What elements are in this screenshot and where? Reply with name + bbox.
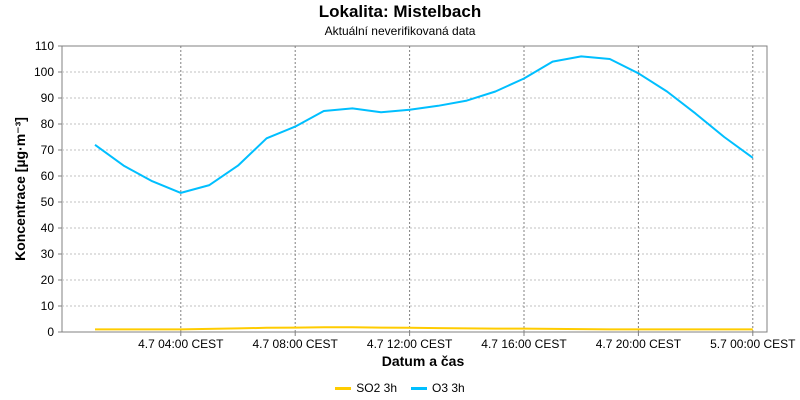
chart-subtitle: Aktuální neverifikovaná data xyxy=(324,24,476,38)
y-axis-label: Koncentrace [µg·m⁻³] xyxy=(12,117,28,261)
y-tick-label: 50 xyxy=(41,195,55,209)
series-line-o3-3h xyxy=(94,55,754,194)
y-axis-ticks: 0 10 20 30 40 50 60 70 80 90 100 110 xyxy=(34,39,62,339)
legend-item-so2[interactable]: SO2 3h xyxy=(335,381,397,395)
x-tick-label: 4.7 16:00 CEST xyxy=(481,337,567,351)
plot-area xyxy=(61,45,768,333)
y-tick-label: 100 xyxy=(34,65,54,79)
x-tick-label: 4.7 04:00 CEST xyxy=(138,337,224,351)
legend-label-so2: SO2 3h xyxy=(356,381,397,395)
x-tick-label: 5.7 00:00 CEST xyxy=(710,337,796,351)
x-axis-label: Datum a čas xyxy=(382,353,465,369)
y-tick-label: 80 xyxy=(41,117,55,131)
series-line-so2-3h xyxy=(95,326,753,331)
y-tick-label: 60 xyxy=(41,169,55,183)
y-tick-label: 90 xyxy=(41,91,55,105)
legend-swatch-so2 xyxy=(335,386,352,390)
y-tick-label: 70 xyxy=(41,143,55,157)
x-tick-label: 4.7 20:00 CEST xyxy=(596,337,682,351)
legend-label-o3: O3 3h xyxy=(432,381,465,395)
y-gridlines xyxy=(62,71,767,307)
chart-title: Lokalita: Mistelbach xyxy=(318,2,482,21)
y-tick-label: 40 xyxy=(41,221,55,235)
x-tick-label: 4.7 08:00 CEST xyxy=(253,337,339,351)
legend-item-o3[interactable]: O3 3h xyxy=(411,381,465,395)
y-tick-label: 30 xyxy=(41,247,55,261)
y-tick-label: 110 xyxy=(35,39,54,53)
y-tick-label: 10 xyxy=(41,299,55,313)
x-axis-ticks: 4.7 04:00 CEST 4.7 08:00 CEST 4.7 12:00 CE… xyxy=(138,332,796,351)
legend-swatch-o3 xyxy=(411,386,427,390)
y-tick-label: 0 xyxy=(47,325,54,339)
x-tick-label: 4.7 12:00 CEST xyxy=(367,337,453,351)
legend: SO2 3h O3 3h xyxy=(0,381,800,395)
y-tick-label: 20 xyxy=(41,273,55,287)
series-layer xyxy=(94,55,754,331)
